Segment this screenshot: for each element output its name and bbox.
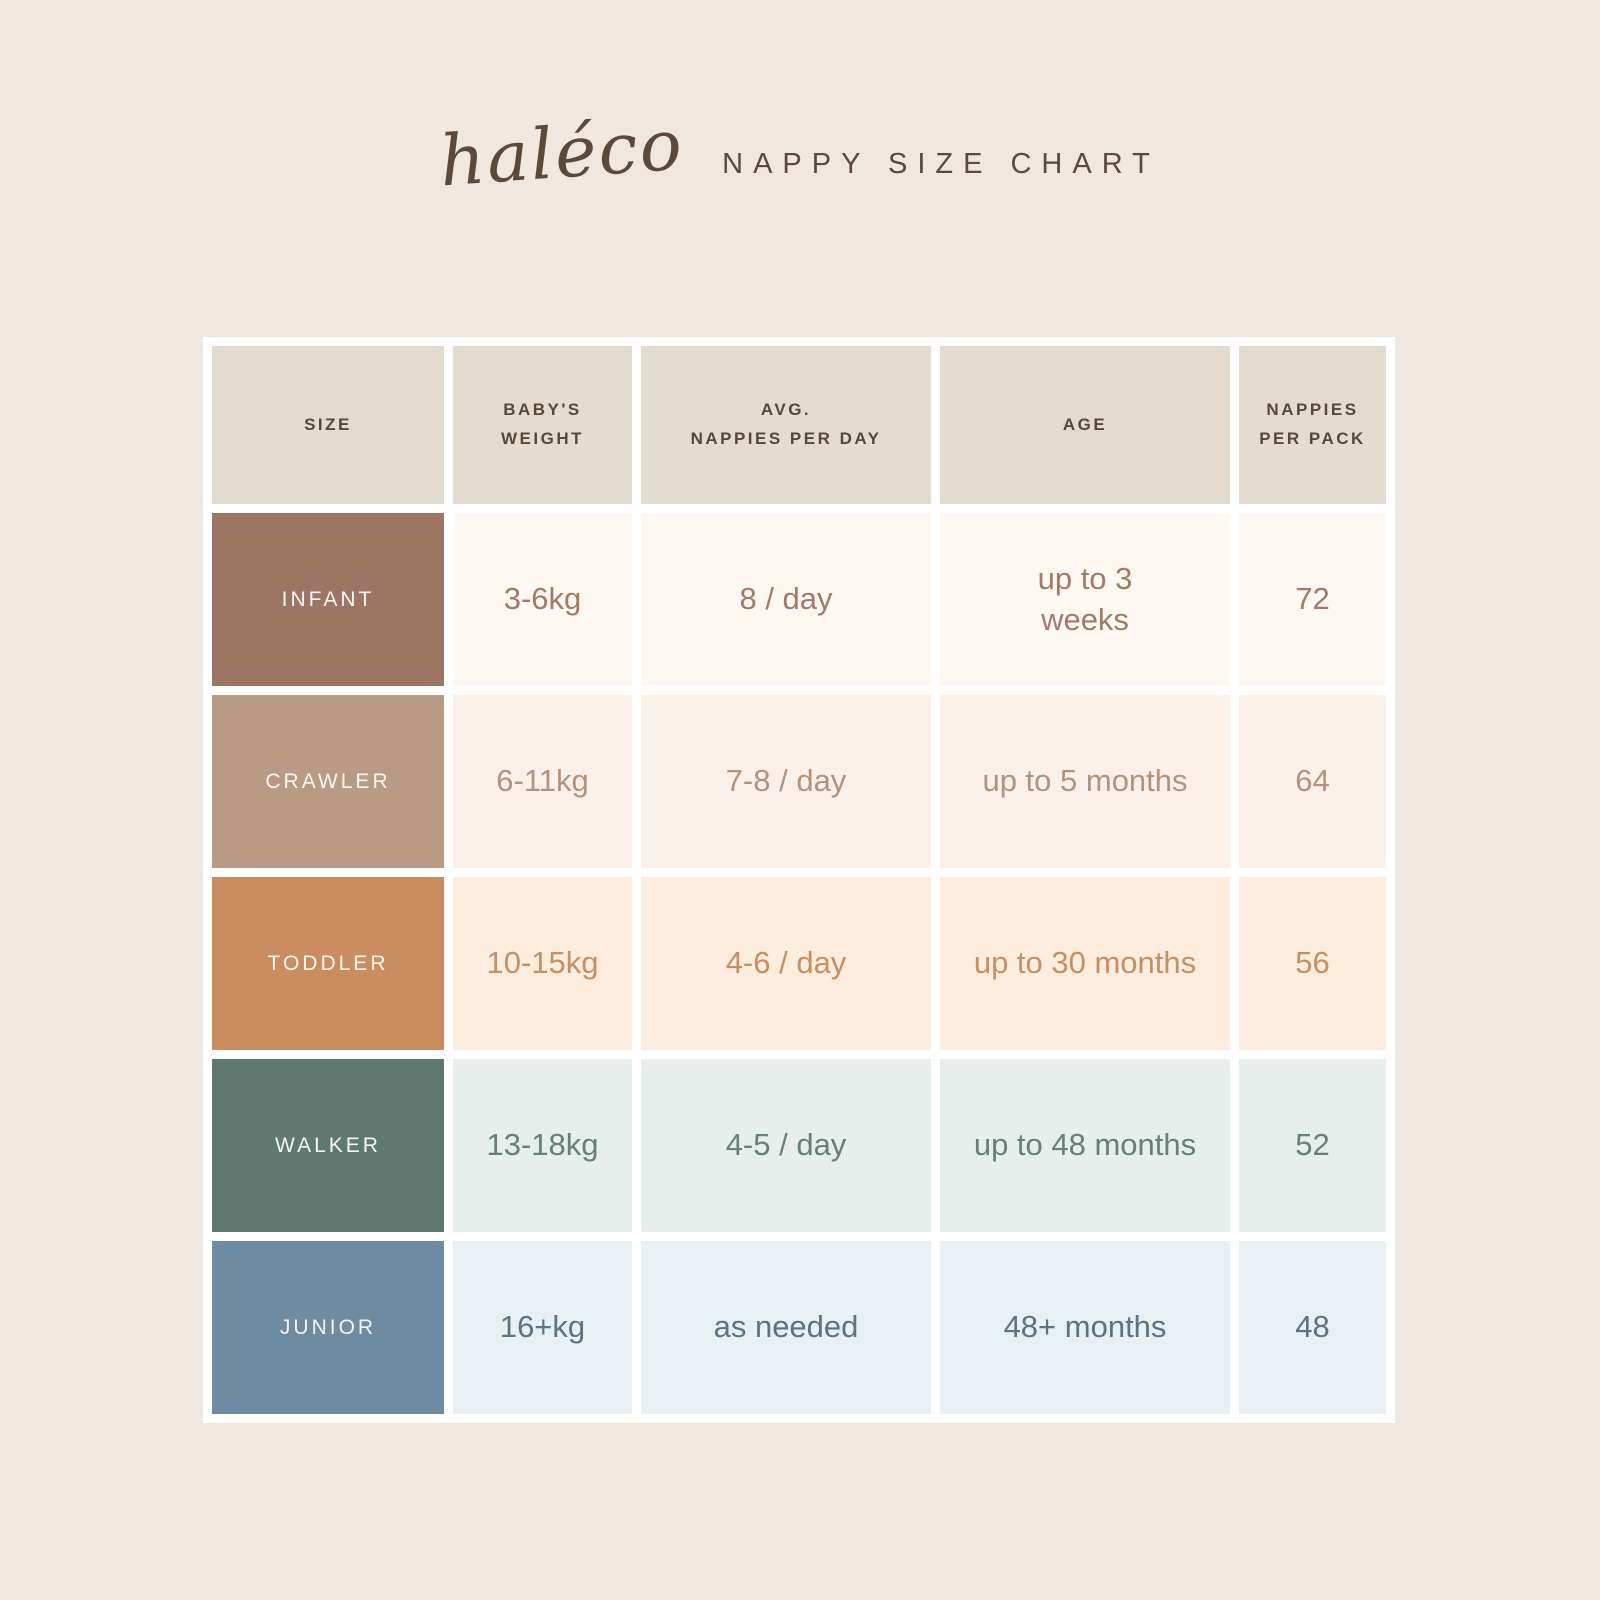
weight-cell: 3-6kg (453, 513, 632, 686)
nappies-per-pack-cell: 48 (1239, 1241, 1386, 1414)
weight-cell: 13-18kg (453, 1059, 632, 1232)
size-label-cell: JUNIOR (212, 1241, 444, 1414)
masthead: haléco NAPPY SIZE CHART (0, 104, 1600, 203)
brand-logo: haléco (437, 103, 687, 203)
page-title: NAPPY SIZE CHART (722, 147, 1160, 180)
nappies-per-day-cell: 4-6 / day (641, 877, 931, 1050)
nappies-per-day-cell: as needed (641, 1241, 931, 1414)
age-cell: up to 48 months (940, 1059, 1230, 1232)
nappies-per-pack-cell: 56 (1239, 877, 1386, 1050)
size-chart-table: SIZE BABY'S WEIGHT AVG. NAPPIES PER DAY … (203, 337, 1395, 1423)
column-header-nappies-per-day: AVG. NAPPIES PER DAY (641, 346, 931, 504)
size-label-cell: WALKER (212, 1059, 444, 1232)
age-cell: up to 3 weeks (940, 513, 1230, 686)
column-header-size: SIZE (212, 346, 444, 504)
size-label-cell: INFANT (212, 513, 444, 686)
nappies-per-pack-cell: 52 (1239, 1059, 1386, 1232)
nappies-per-pack-cell: 72 (1239, 513, 1386, 686)
size-label-cell: TODDLER (212, 877, 444, 1050)
nappies-per-day-cell: 4-5 / day (641, 1059, 931, 1232)
size-label-cell: CRAWLER (212, 695, 444, 868)
nappies-per-day-cell: 7-8 / day (641, 695, 931, 868)
age-cell: 48+ months (940, 1241, 1230, 1414)
column-header-nappies-per-pack: NAPPIES PER PACK (1239, 346, 1386, 504)
nappies-per-day-cell: 8 / day (641, 513, 931, 686)
weight-cell: 10-15kg (453, 877, 632, 1050)
age-cell: up to 30 months (940, 877, 1230, 1050)
weight-cell: 6-11kg (453, 695, 632, 868)
age-cell: up to 5 months (940, 695, 1230, 868)
column-header-weight: BABY'S WEIGHT (453, 346, 632, 504)
column-header-age: AGE (940, 346, 1230, 504)
weight-cell: 16+kg (453, 1241, 632, 1414)
nappies-per-pack-cell: 64 (1239, 695, 1386, 868)
